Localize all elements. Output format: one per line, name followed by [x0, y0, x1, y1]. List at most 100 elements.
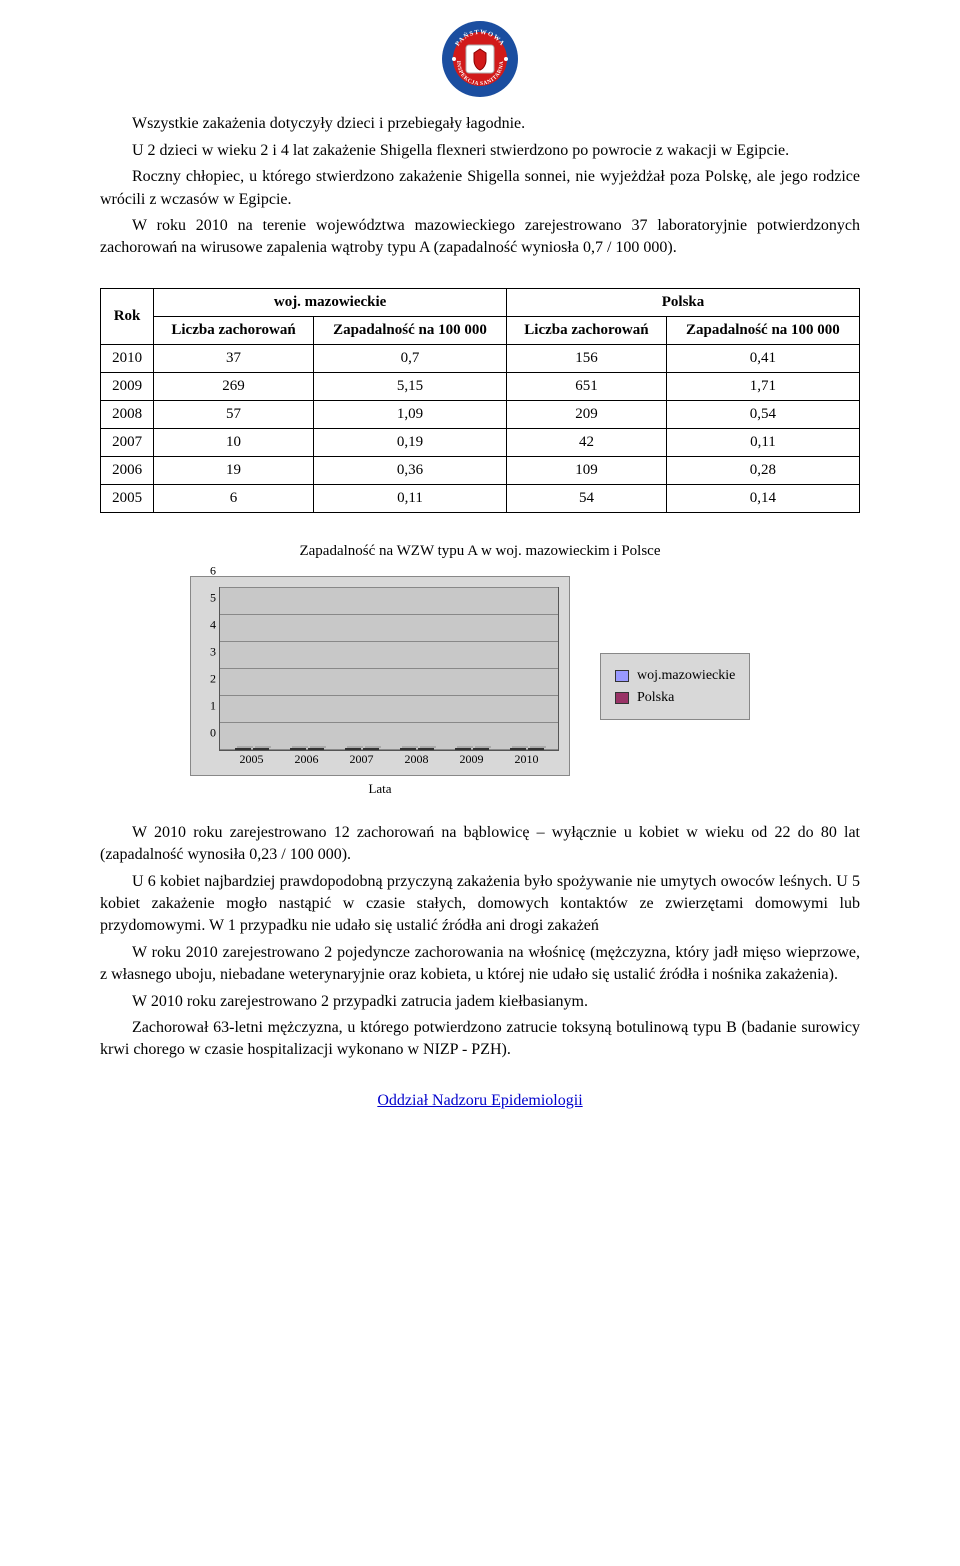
chart-bar-group: 2007 [340, 748, 384, 750]
table-cell: 0,11 [666, 428, 859, 456]
table-cell: 2006 [101, 456, 154, 484]
chart-bar [363, 748, 379, 750]
chart-x-tick: 2006 [285, 751, 329, 768]
chart-y-tick: 3 [200, 644, 216, 661]
footer-link[interactable]: Oddział Nadzoru Epidemiologii [100, 1090, 860, 1112]
chart-bar-group: 2008 [395, 748, 439, 750]
table-cell: 109 [507, 456, 667, 484]
th-zapad-1: Zapadalność na 100 000 [313, 316, 506, 344]
table-cell: 209 [507, 400, 667, 428]
th-liczba-2: Liczba zachorowań [507, 316, 667, 344]
chart-bar [455, 748, 471, 750]
body-paragraph: U 6 kobiet najbardziej prawdopodobną prz… [100, 871, 860, 938]
chart-x-tick: 2010 [505, 751, 549, 768]
table-row: 2008571,092090,54 [101, 400, 860, 428]
chart-bar [345, 748, 361, 750]
table-row: 20092695,156511,71 [101, 372, 860, 400]
body-paragraph: W roku 2010 na terenie województwa mazow… [100, 215, 860, 260]
table-cell: 10 [154, 428, 314, 456]
table-cell: 2010 [101, 344, 154, 372]
table-cell: 0,36 [313, 456, 506, 484]
table-cell: 0,11 [313, 484, 506, 512]
table-cell: 0,54 [666, 400, 859, 428]
top-paragraphs: Wszystkie zakażenia dotyczyły dzieci i p… [100, 113, 860, 259]
chart-bar [308, 748, 324, 750]
body-paragraph: Zachorował 63-letni mężczyzna, u którego… [100, 1017, 860, 1062]
table-cell: 2005 [101, 484, 154, 512]
table-cell: 0,14 [666, 484, 859, 512]
body-paragraph: Wszystkie zakażenia dotyczyły dzieci i p… [100, 113, 860, 135]
chart-bar-group: 2006 [285, 748, 329, 750]
chart-x-axis-label: Lata [190, 780, 570, 798]
table-cell: 2008 [101, 400, 154, 428]
sanitary-inspection-logo-icon: PAŃSTWOWA INSPEKCJA SANITARNA [441, 20, 519, 98]
incidence-chart: Zapadalność na WZW typu A w woj. mazowie… [190, 541, 770, 798]
chart-legend-item: woj.mazowieckie [615, 666, 735, 686]
chart-legend-item: Polska [615, 688, 735, 708]
body-paragraph: U 2 dzieci w wieku 2 i 4 lat zakażenie S… [100, 140, 860, 162]
incidence-table-block: Rok woj. mazowieckie Polska Liczba zacho… [100, 288, 860, 513]
chart-title: Zapadalność na WZW typu A w woj. mazowie… [190, 541, 770, 562]
th-mazowieckie: woj. mazowieckie [154, 288, 507, 316]
chart-y-tick: 2 [200, 671, 216, 688]
chart-bar [235, 748, 251, 750]
th-zapad-2: Zapadalność na 100 000 [666, 316, 859, 344]
th-rok: Rok [101, 288, 154, 344]
th-polska: Polska [507, 288, 860, 316]
chart-bar [528, 748, 544, 750]
table-cell: 651 [507, 372, 667, 400]
table-cell: 5,15 [313, 372, 506, 400]
chart-bar [473, 748, 489, 750]
incidence-table: Rok woj. mazowieckie Polska Liczba zacho… [100, 288, 860, 513]
chart-x-tick: 2005 [230, 751, 274, 768]
table-cell: 57 [154, 400, 314, 428]
body-paragraph: Roczny chłopiec, u którego stwierdzono z… [100, 166, 860, 211]
chart-bar-group: 2005 [230, 748, 274, 750]
table-cell: 156 [507, 344, 667, 372]
chart-y-tick: 4 [200, 617, 216, 634]
legend-swatch-icon [615, 670, 629, 682]
bottom-paragraphs: W 2010 roku zarejestrowano 12 zachorowań… [100, 822, 860, 1062]
chart-plot-area: 0123456200520062007200820092010 [190, 576, 570, 776]
table-cell: 42 [507, 428, 667, 456]
body-paragraph: W roku 2010 zarejestrowano 2 pojedyncze … [100, 942, 860, 987]
chart-y-tick: 0 [200, 725, 216, 742]
legend-swatch-icon [615, 692, 629, 704]
chart-x-tick: 2009 [450, 751, 494, 768]
table-cell: 0,7 [313, 344, 506, 372]
table-cell: 269 [154, 372, 314, 400]
chart-bar-group: 2009 [450, 748, 494, 750]
table-cell: 0,28 [666, 456, 859, 484]
table-cell: 2007 [101, 428, 154, 456]
table-row: 200560,11540,14 [101, 484, 860, 512]
table-cell: 2009 [101, 372, 154, 400]
table-cell: 0,19 [313, 428, 506, 456]
chart-legend: woj.mazowieckiePolska [600, 653, 750, 720]
header-logo: PAŃSTWOWA INSPEKCJA SANITARNA [100, 20, 860, 105]
table-cell: 6 [154, 484, 314, 512]
table-row: 2006190,361090,28 [101, 456, 860, 484]
chart-y-tick: 6 [200, 563, 216, 580]
chart-y-tick: 1 [200, 698, 216, 715]
table-row: 2010370,71560,41 [101, 344, 860, 372]
chart-bar [400, 748, 416, 750]
legend-label: Polska [637, 688, 674, 708]
table-cell: 37 [154, 344, 314, 372]
table-row: 2007100,19420,11 [101, 428, 860, 456]
chart-bar [418, 748, 434, 750]
chart-bar-group: 2010 [505, 748, 549, 750]
chart-y-tick: 5 [200, 590, 216, 607]
table-cell: 1,71 [666, 372, 859, 400]
chart-x-tick: 2007 [340, 751, 384, 768]
chart-bar [290, 748, 306, 750]
body-paragraph: W 2010 roku zarejestrowano 12 zachorowań… [100, 822, 860, 867]
chart-bar [510, 748, 526, 750]
chart-bar [253, 748, 269, 750]
body-paragraph: W 2010 roku zarejestrowano 2 przypadki z… [100, 991, 860, 1013]
table-cell: 0,41 [666, 344, 859, 372]
chart-x-tick: 2008 [395, 751, 439, 768]
table-cell: 54 [507, 484, 667, 512]
table-cell: 19 [154, 456, 314, 484]
th-liczba-1: Liczba zachorowań [154, 316, 314, 344]
table-cell: 1,09 [313, 400, 506, 428]
